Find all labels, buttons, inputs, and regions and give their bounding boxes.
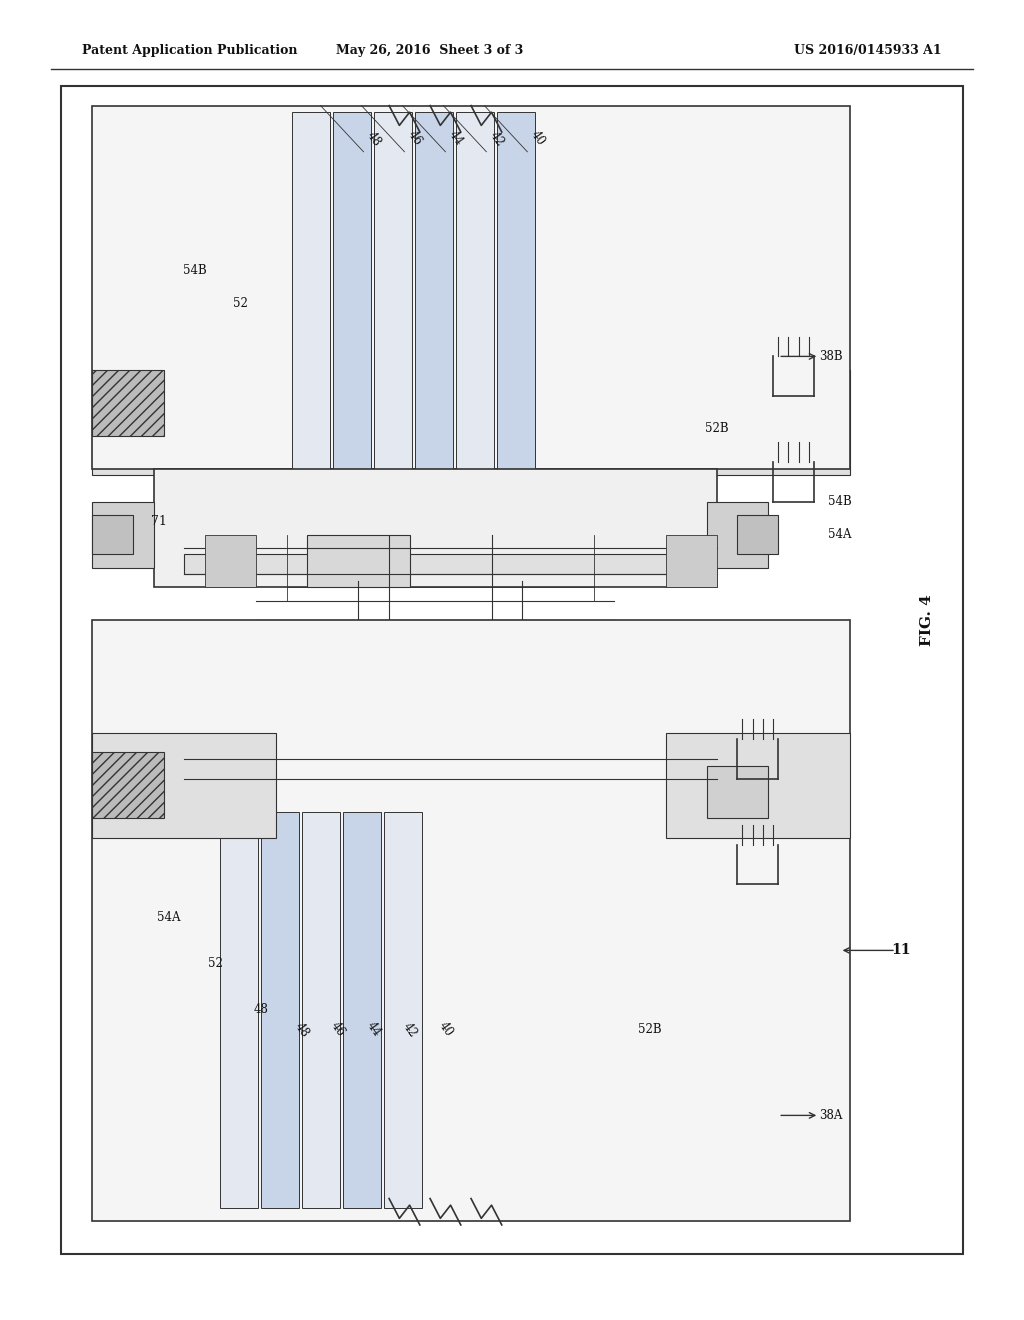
- Text: 40: 40: [436, 1020, 455, 1039]
- Bar: [707, 766, 768, 818]
- Bar: [415, 112, 453, 469]
- Bar: [92, 502, 154, 568]
- Text: 44: 44: [446, 129, 465, 148]
- Text: 71: 71: [151, 515, 167, 528]
- Bar: [92, 370, 164, 436]
- Text: 40: 40: [528, 129, 547, 148]
- Text: May 26, 2016  Sheet 3 of 3: May 26, 2016 Sheet 3 of 3: [337, 44, 523, 57]
- Bar: [497, 112, 535, 469]
- Bar: [92, 733, 276, 838]
- Bar: [456, 370, 495, 475]
- Text: 52: 52: [233, 297, 248, 310]
- Bar: [415, 370, 454, 475]
- Bar: [374, 112, 412, 469]
- Text: 48: 48: [293, 1020, 311, 1039]
- Bar: [92, 106, 850, 469]
- Text: 38A: 38A: [819, 1109, 843, 1122]
- Text: 52: 52: [208, 957, 222, 970]
- Text: Patent Application Publication: Patent Application Publication: [82, 44, 297, 57]
- Bar: [333, 112, 371, 469]
- Bar: [707, 502, 768, 568]
- Text: 54B: 54B: [827, 495, 852, 508]
- Bar: [220, 812, 258, 1208]
- Bar: [92, 515, 133, 554]
- Text: 54B: 54B: [182, 264, 207, 277]
- Text: 52B: 52B: [638, 1023, 663, 1036]
- Bar: [92, 752, 164, 818]
- Text: FIG. 4: FIG. 4: [920, 594, 934, 647]
- Text: 46: 46: [406, 129, 424, 148]
- Bar: [205, 535, 256, 587]
- Bar: [154, 469, 717, 587]
- Text: 42: 42: [400, 1020, 419, 1039]
- Bar: [92, 370, 154, 422]
- Bar: [292, 112, 330, 469]
- Text: 48: 48: [254, 1003, 268, 1016]
- Text: 44: 44: [365, 1020, 383, 1039]
- Bar: [292, 370, 331, 475]
- Text: 54A: 54A: [828, 528, 851, 541]
- Bar: [184, 554, 676, 574]
- Bar: [261, 812, 299, 1208]
- Bar: [666, 370, 850, 475]
- Bar: [307, 535, 410, 587]
- Bar: [456, 112, 494, 469]
- Bar: [666, 535, 717, 587]
- Text: 54A: 54A: [158, 911, 180, 924]
- Bar: [374, 370, 413, 475]
- Bar: [92, 620, 850, 1221]
- Text: 52B: 52B: [705, 422, 729, 436]
- Bar: [737, 515, 778, 554]
- Bar: [61, 86, 963, 1254]
- Bar: [333, 370, 372, 475]
- Text: 42: 42: [487, 129, 506, 148]
- Bar: [384, 812, 422, 1208]
- Bar: [343, 812, 381, 1208]
- Text: 11: 11: [891, 944, 911, 957]
- Text: US 2016/0145933 A1: US 2016/0145933 A1: [795, 44, 942, 57]
- Text: 46: 46: [329, 1020, 347, 1039]
- Bar: [302, 812, 340, 1208]
- Text: 48: 48: [365, 129, 383, 148]
- Bar: [666, 733, 850, 838]
- Text: 38B: 38B: [819, 350, 843, 363]
- Bar: [92, 370, 276, 475]
